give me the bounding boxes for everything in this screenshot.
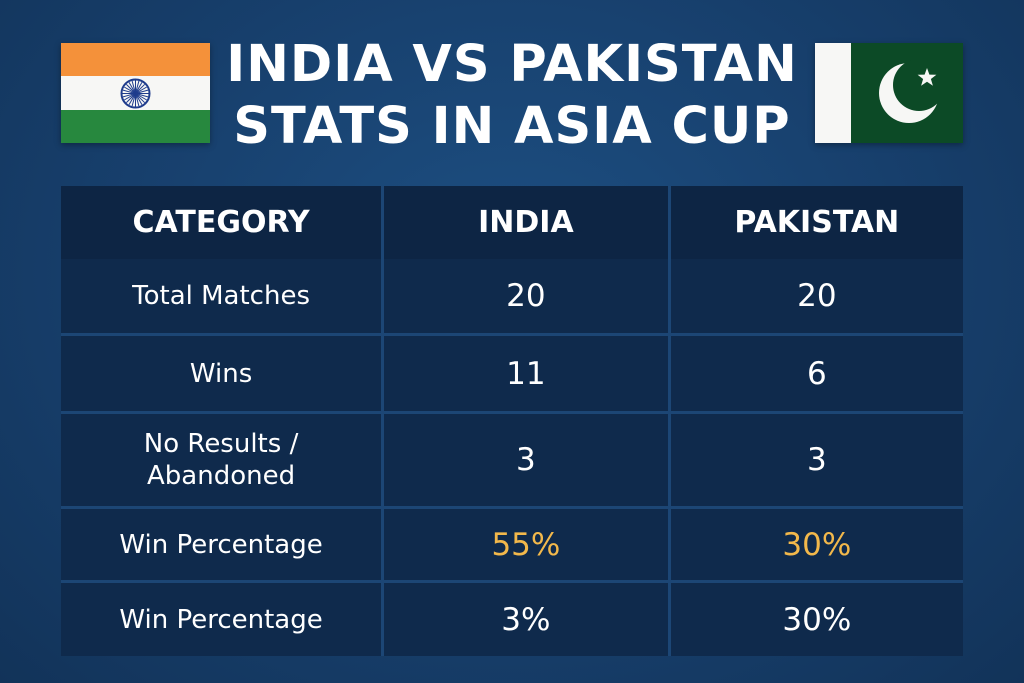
ashoka-chakra-icon [120, 78, 151, 109]
table-row: Total Matches 20 20 [61, 259, 963, 336]
table-header-row: CATEGORY INDIA PAKISTAN [61, 186, 963, 259]
table-row: Win Percentage 3% 30% [61, 583, 963, 656]
row-india-value: 55% [384, 509, 671, 583]
crescent-star-icon [879, 59, 945, 123]
row-category: Total Matches [61, 259, 385, 336]
india-flag-icon [61, 43, 210, 143]
row-category: Win Percentage [61, 583, 385, 656]
table-row: Win Percentage 55% 30% [61, 509, 963, 583]
row-pakistan-value: 3 [670, 414, 963, 509]
row-category: Win Percentage [61, 509, 385, 583]
row-category-line-2: Abandoned [147, 461, 296, 491]
row-india-value: 11 [384, 336, 671, 414]
header-india: INDIA [384, 186, 671, 259]
row-category: No Results / Abandoned [61, 414, 385, 509]
row-pakistan-value: 20 [670, 259, 963, 336]
row-india-value: 3% [384, 583, 671, 656]
title-line-1: INDIA VS PAKISTAN [226, 35, 798, 94]
row-pakistan-value: 6 [670, 336, 963, 414]
pakistan-flag-icon [815, 43, 963, 143]
header-category: CATEGORY [61, 186, 385, 259]
row-india-value: 3 [384, 414, 671, 509]
stats-table: CATEGORY INDIA PAKISTAN Total Matches 20… [61, 186, 963, 656]
row-pakistan-value: 30% [670, 509, 963, 583]
row-category-line-1: No Results / [143, 429, 299, 459]
header: INDIA VS PAKISTAN STATS IN ASIA CUP [0, 0, 1024, 180]
title-line-2: STATS IN ASIA CUP [233, 97, 791, 156]
table-row: No Results / Abandoned 3 3 [61, 414, 963, 509]
row-india-value: 20 [384, 259, 671, 336]
page-title: INDIA VS PAKISTAN STATS IN ASIA CUP [220, 34, 804, 158]
row-category: Wins [61, 336, 385, 414]
row-pakistan-value: 30% [782, 601, 852, 638]
table-row: Wins 11 6 [61, 336, 963, 414]
header-pakistan: PAKISTAN [670, 186, 963, 259]
